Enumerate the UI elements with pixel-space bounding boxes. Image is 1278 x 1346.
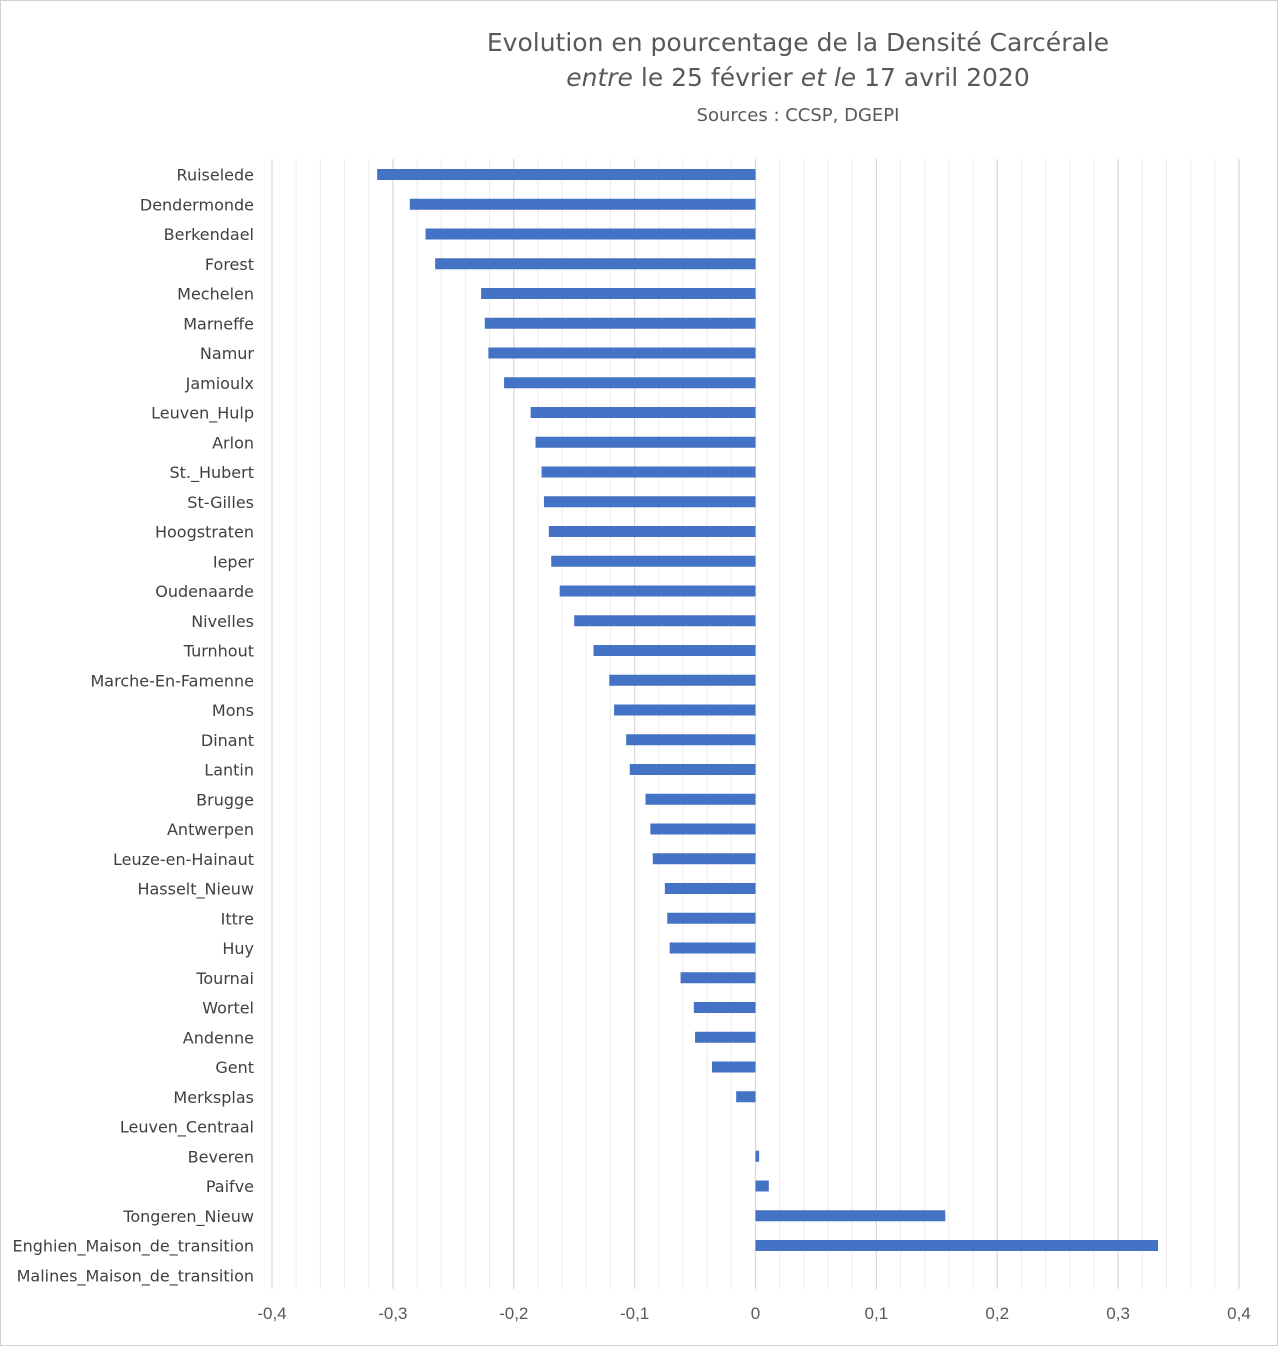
bar-mons xyxy=(614,704,756,716)
chart-subtitle: Sources : CCSP, DGEPI xyxy=(697,105,900,126)
category-label: Dendermonde xyxy=(140,195,254,214)
category-label: St._Hubert xyxy=(169,463,254,483)
x-tick-label: 0,3 xyxy=(1106,1304,1130,1323)
bar-antwerpen xyxy=(650,823,756,835)
x-tick-label: -0,3 xyxy=(378,1304,407,1323)
bar-gent xyxy=(711,1061,756,1073)
bar-andenne xyxy=(695,1031,756,1043)
x-tick-label: 0,1 xyxy=(865,1304,889,1323)
category-label: Mechelen xyxy=(177,285,254,304)
x-tick-label: 0,4 xyxy=(1227,1304,1251,1323)
bar-turnhout xyxy=(593,645,756,656)
bar-forest xyxy=(435,258,756,270)
bar-wortel xyxy=(693,1002,756,1013)
bar-beveren xyxy=(755,1150,760,1162)
category-label: St-Gilles xyxy=(187,493,254,512)
category-label: Wortel xyxy=(202,999,254,1018)
category-label: Ruiselede xyxy=(177,166,254,185)
bar-hoogstraten xyxy=(548,526,756,537)
bar-berkendael xyxy=(425,228,756,240)
category-label: Ieper xyxy=(213,552,255,571)
bar-marche-en-famenne xyxy=(609,674,756,686)
bar-arlon xyxy=(535,436,756,448)
x-tick-label: 0 xyxy=(751,1304,760,1323)
category-label: Marneffe xyxy=(183,314,254,333)
category-label: Hasselt_Nieuw xyxy=(137,880,254,900)
bar-oudenaarde xyxy=(559,585,756,597)
bar-enghien-maison-de-transition xyxy=(755,1240,1159,1251)
category-label: Leuze-en-Hainaut xyxy=(113,850,254,869)
x-tick-label: -0,1 xyxy=(620,1304,649,1323)
bar-st-gilles xyxy=(543,496,756,508)
bar-leuven-hulp xyxy=(530,407,756,418)
category-label: Jamioulx xyxy=(185,374,254,393)
bar-mechelen xyxy=(481,288,756,299)
x-tick-label: -0,4 xyxy=(257,1304,286,1323)
category-label: Ittre xyxy=(221,909,254,928)
bar-jamioulx xyxy=(504,377,756,389)
bar-merksplas xyxy=(736,1091,756,1103)
title-part: 17 avril 2020 xyxy=(856,63,1030,92)
category-label: Dinant xyxy=(201,731,254,750)
bar-st-hubert xyxy=(541,466,756,478)
x-tick-label: -0,2 xyxy=(499,1304,528,1323)
category-labels: Ruiselede Dendermonde Berkendael Forest Mech… xyxy=(12,166,254,1287)
bars-layer xyxy=(377,169,1159,1251)
bar-huy xyxy=(669,942,756,954)
category-label: Huy xyxy=(222,939,254,958)
category-label: Tongeren_Nieuw xyxy=(122,1207,254,1227)
bar-paifve xyxy=(755,1180,769,1192)
category-label: Marche-En-Famenne xyxy=(90,671,254,690)
bar-tournai xyxy=(680,972,756,984)
bar-dendermonde xyxy=(409,198,756,210)
bar-nivelles xyxy=(574,615,756,627)
bar-leuze-en-hainaut xyxy=(652,853,756,865)
category-label: Enghien_Maison_de_transition xyxy=(12,1237,254,1257)
category-label: Gent xyxy=(215,1058,254,1077)
category-label: Leuven_Centraal xyxy=(120,1118,254,1138)
bar-namur xyxy=(488,347,756,359)
category-label: Hoogstraten xyxy=(155,523,254,542)
category-label: Tournai xyxy=(195,969,254,988)
chart-title: Evolution en pourcentage de la Densité C… xyxy=(487,28,1109,57)
category-label: Malines_Maison_de_transition xyxy=(17,1266,254,1286)
category-label: Brugge xyxy=(196,790,254,809)
bar-marneffe xyxy=(484,317,756,329)
title-part: entre xyxy=(566,63,633,92)
chart-title-date-range: entre le 25 février et le 17 avril 2020 xyxy=(566,63,1030,92)
bar-dinant xyxy=(626,734,756,746)
category-label: Lantin xyxy=(204,761,254,780)
category-label: Paifve xyxy=(206,1177,254,1196)
x-axis-ticks: -0,4 -0,3 -0,2 -0,1 0 0,1 0,2 0,3 0,4 xyxy=(257,1304,1250,1323)
category-label: Oudenaarde xyxy=(155,582,254,601)
category-label: Beveren xyxy=(188,1147,254,1166)
title-part: le 25 février xyxy=(633,63,801,92)
grid-layer xyxy=(271,159,1240,1289)
bar-ieper xyxy=(551,555,756,567)
category-label: Mons xyxy=(212,701,254,720)
category-label: Namur xyxy=(200,344,255,363)
x-tick-label: 0,2 xyxy=(985,1304,1009,1323)
category-label: Berkendael xyxy=(164,225,254,244)
category-label: Antwerpen xyxy=(167,820,254,839)
bar-ruiselede xyxy=(377,169,756,180)
category-label: Arlon xyxy=(212,433,254,452)
category-label: Leuven_Hulp xyxy=(151,404,254,424)
bar-brugge xyxy=(645,793,756,805)
category-label: Merksplas xyxy=(173,1088,254,1107)
bar-ittre xyxy=(667,912,756,924)
bar-lantin xyxy=(629,764,756,775)
bar-hasselt-nieuw xyxy=(664,883,756,894)
category-label: Turnhout xyxy=(183,642,254,661)
bar-tongeren-nieuw xyxy=(755,1210,946,1222)
category-label: Nivelles xyxy=(191,612,254,631)
category-label: Andenne xyxy=(183,1028,254,1047)
title-part: et le xyxy=(801,63,856,92)
category-label: Forest xyxy=(205,255,254,274)
